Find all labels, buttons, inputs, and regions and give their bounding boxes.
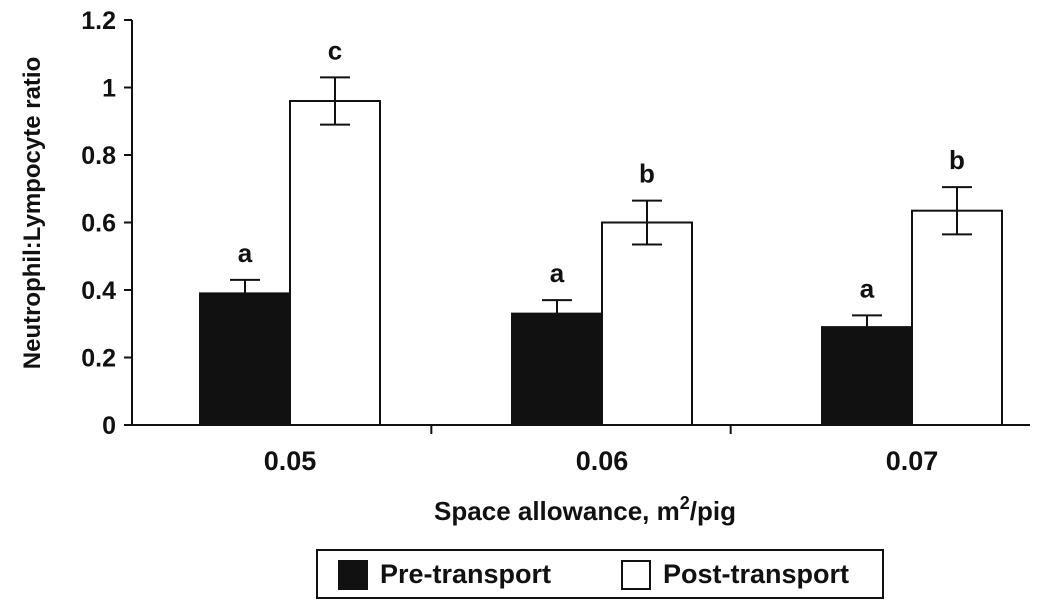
y-tick-label: 0.6 [81,210,116,238]
legend: Pre-transport Post-transport [316,549,884,599]
legend-swatch-post [621,559,651,590]
significance-letter: c [328,35,342,65]
y-tick-label: 0.2 [81,345,116,373]
x-tick-label: 0.06 [576,446,629,476]
legend-swatch-pre [338,559,368,590]
legend-label-pre: Pre-transport [380,559,552,589]
x-axis-label: Space allowance, m2/pig [434,493,736,526]
significance-letter: a [860,273,875,303]
significance-letter: b [949,145,965,175]
y-tick-label: 1.2 [81,7,116,35]
bar-post-transport [289,100,381,426]
bar-pre-transport [821,326,913,426]
x-tick-label: 0.05 [264,446,317,476]
bar-post-transport [911,209,1003,426]
x-axis-label-main: Space allowance, m [434,496,680,526]
significance-letter: a [550,258,565,288]
bar-post-transport [601,221,693,426]
bar-pre-transport [511,312,603,426]
x-axis-label-sup: 2 [680,493,690,513]
x-tick-label: 0.07 [886,446,939,476]
y-tick-label: 0 [102,412,116,440]
bar-pre-transport [199,292,291,426]
legend-item-pre: Pre-transport [338,559,551,590]
significance-letter: b [639,159,655,189]
y-tick-label: 1 [102,75,116,103]
significance-letter: a [238,238,253,268]
plot-area: 0 0.2 0.4 0.6 0.8 1 1.2 0.05 a c 0.06 a b 0.07 a b [81,7,1030,476]
x-axis-label-suffix: /pig [690,496,736,526]
legend-item-post: Post-transport [621,559,849,590]
y-tick-label: 0.4 [81,277,116,305]
y-tick-label: 0.8 [81,142,116,170]
legend-label-post: Post-transport [663,559,850,589]
y-axis-label: Neutrophil:Lympocyte ratio [19,57,46,369]
